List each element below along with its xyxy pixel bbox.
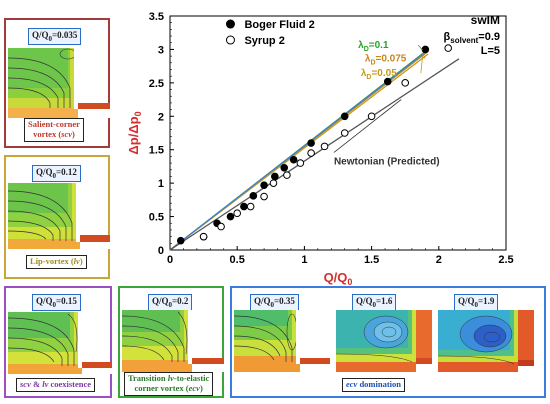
fit-lines [169,48,460,251]
x-axis-label: Q/Q0 [324,270,353,287]
boger-point [280,163,289,172]
lambda-arrow-0 [417,44,423,51]
boger-point [383,77,392,86]
model-label: swIM [471,13,500,27]
chart-labels: Q/Q0 Δp/Δp0 Boger Fluid 2 Syrup 2 swIM βsolve… [126,13,500,287]
y-tick-label: 2.5 [149,78,164,90]
boger-point [340,112,349,121]
newtonian-arrow [333,99,402,153]
caption-coexistence: scv & lv coexistence [16,378,96,392]
data-points [176,44,453,245]
flow-thumbnail [122,310,224,372]
boger-point [240,202,248,211]
boger-point [260,181,268,189]
axes: 0 0.5 1 1.5 2 2.5 0 0.5 1 1.5 2 2.5 3 3.5 [149,11,514,266]
x-tick-label: 0.5 [230,254,245,266]
syrup-point [260,192,268,201]
flow-thumbnail [8,48,110,118]
q-label-16: Q/Q0=1.6 [352,294,397,311]
syrup-point [199,232,208,241]
boger-point [307,139,315,147]
y-tick-label: 0 [158,245,164,257]
syrup-point [320,142,329,151]
y-tick-label: 3.5 [149,11,164,23]
q-label: Q/Q0=0.2 [148,294,193,311]
q-label: Q/Q0=0.12 [32,165,81,182]
newtonian-label: Newtonian (Predicted) [334,156,440,167]
boger-point [249,192,258,200]
x-tick-label: 2.5 [498,254,513,266]
boger-point [176,236,185,245]
syrup-point [444,44,453,52]
lambda-label-1: λD=0.075 [365,53,407,66]
legend-label: Syrup 2 [244,35,284,47]
syrup-point [217,222,225,231]
panel-scv: Q/Q0=0.035 Salient-corner vortex (scv) [4,18,110,148]
plot-frame [169,15,507,251]
caption-lv: Lip-vortex (lv) [26,255,87,269]
lambda-arrow-1 [422,52,426,59]
flow-thumbnail [8,183,110,249]
lambda-label-0: λD=0.1 [358,40,389,53]
boger-point [271,172,279,181]
x-tick-label: 2 [436,254,442,266]
panel-coexistence: Q/Q0=0.15 scv & lv coexistence [4,286,112,398]
main-chart: 0 0.5 1 1.5 2 2.5 0 0.5 1 1.5 2 2.5 3 3.5 Q/Q0 Δp/Δp0 B… [126,11,514,287]
q-label: Q/Q0=0.15 [32,294,81,311]
syrup-point [307,149,315,157]
flow-thumbnail-19 [438,310,534,372]
syrup-point [296,159,305,167]
legend-marker [225,19,235,29]
panel-transition: Q/Q0=0.2 Transition lv-to-elastic corner… [118,286,224,398]
syrup-point [401,79,410,87]
q-label: Q/Q0=0.035 [28,28,82,45]
legend-marker [225,35,235,45]
boger-point [289,155,298,164]
x-tick-label: 0 [167,254,173,266]
x-tick-label: 1 [301,254,307,266]
syrup-point [367,112,376,121]
y-tick-label: 1.5 [149,145,164,157]
lambda-arrow-2 [420,55,424,74]
L-label: L=5 [481,45,500,57]
q-label-19: Q/Q0=1.9 [454,294,499,311]
syrup-point [340,129,349,137]
syrup-point [283,171,291,179]
y-tick-label: 0.5 [149,212,164,224]
y-tick-label: 2 [158,111,164,123]
boger-point [421,45,430,54]
syrup-point [233,209,241,218]
legend-label: Boger Fluid 2 [244,19,314,31]
y-tick-label: 3 [158,44,164,56]
y-tick-label: 1 [158,178,164,190]
panel-lv: Q/Q0=0.12 Lip-vortex (lv) [4,155,110,279]
y-axis-label: Δp/Δp0 [126,111,143,154]
beta-label: βsolvent=0.9 [444,31,500,45]
caption-scv: Salient-corner vortex (scv) [24,118,84,142]
syrup-point [246,202,255,211]
flow-thumbnail-035 [234,310,330,372]
flow-thumbnail [8,312,112,374]
panel-ecv-domination: Q/Q0=0.35 Q/Q0=1.6 Q/Q0=1.9 [230,286,546,398]
q-label-035: Q/Q0=0.35 [250,294,299,311]
flow-thumbnail-16 [336,310,432,372]
caption-transition: Transition lv-to-elastic corner vortex (… [124,372,214,396]
syrup-point [269,179,278,187]
boger-point [226,212,235,221]
x-tick-label: 1.5 [364,254,379,266]
caption-ecv: ecv domination [342,378,406,392]
